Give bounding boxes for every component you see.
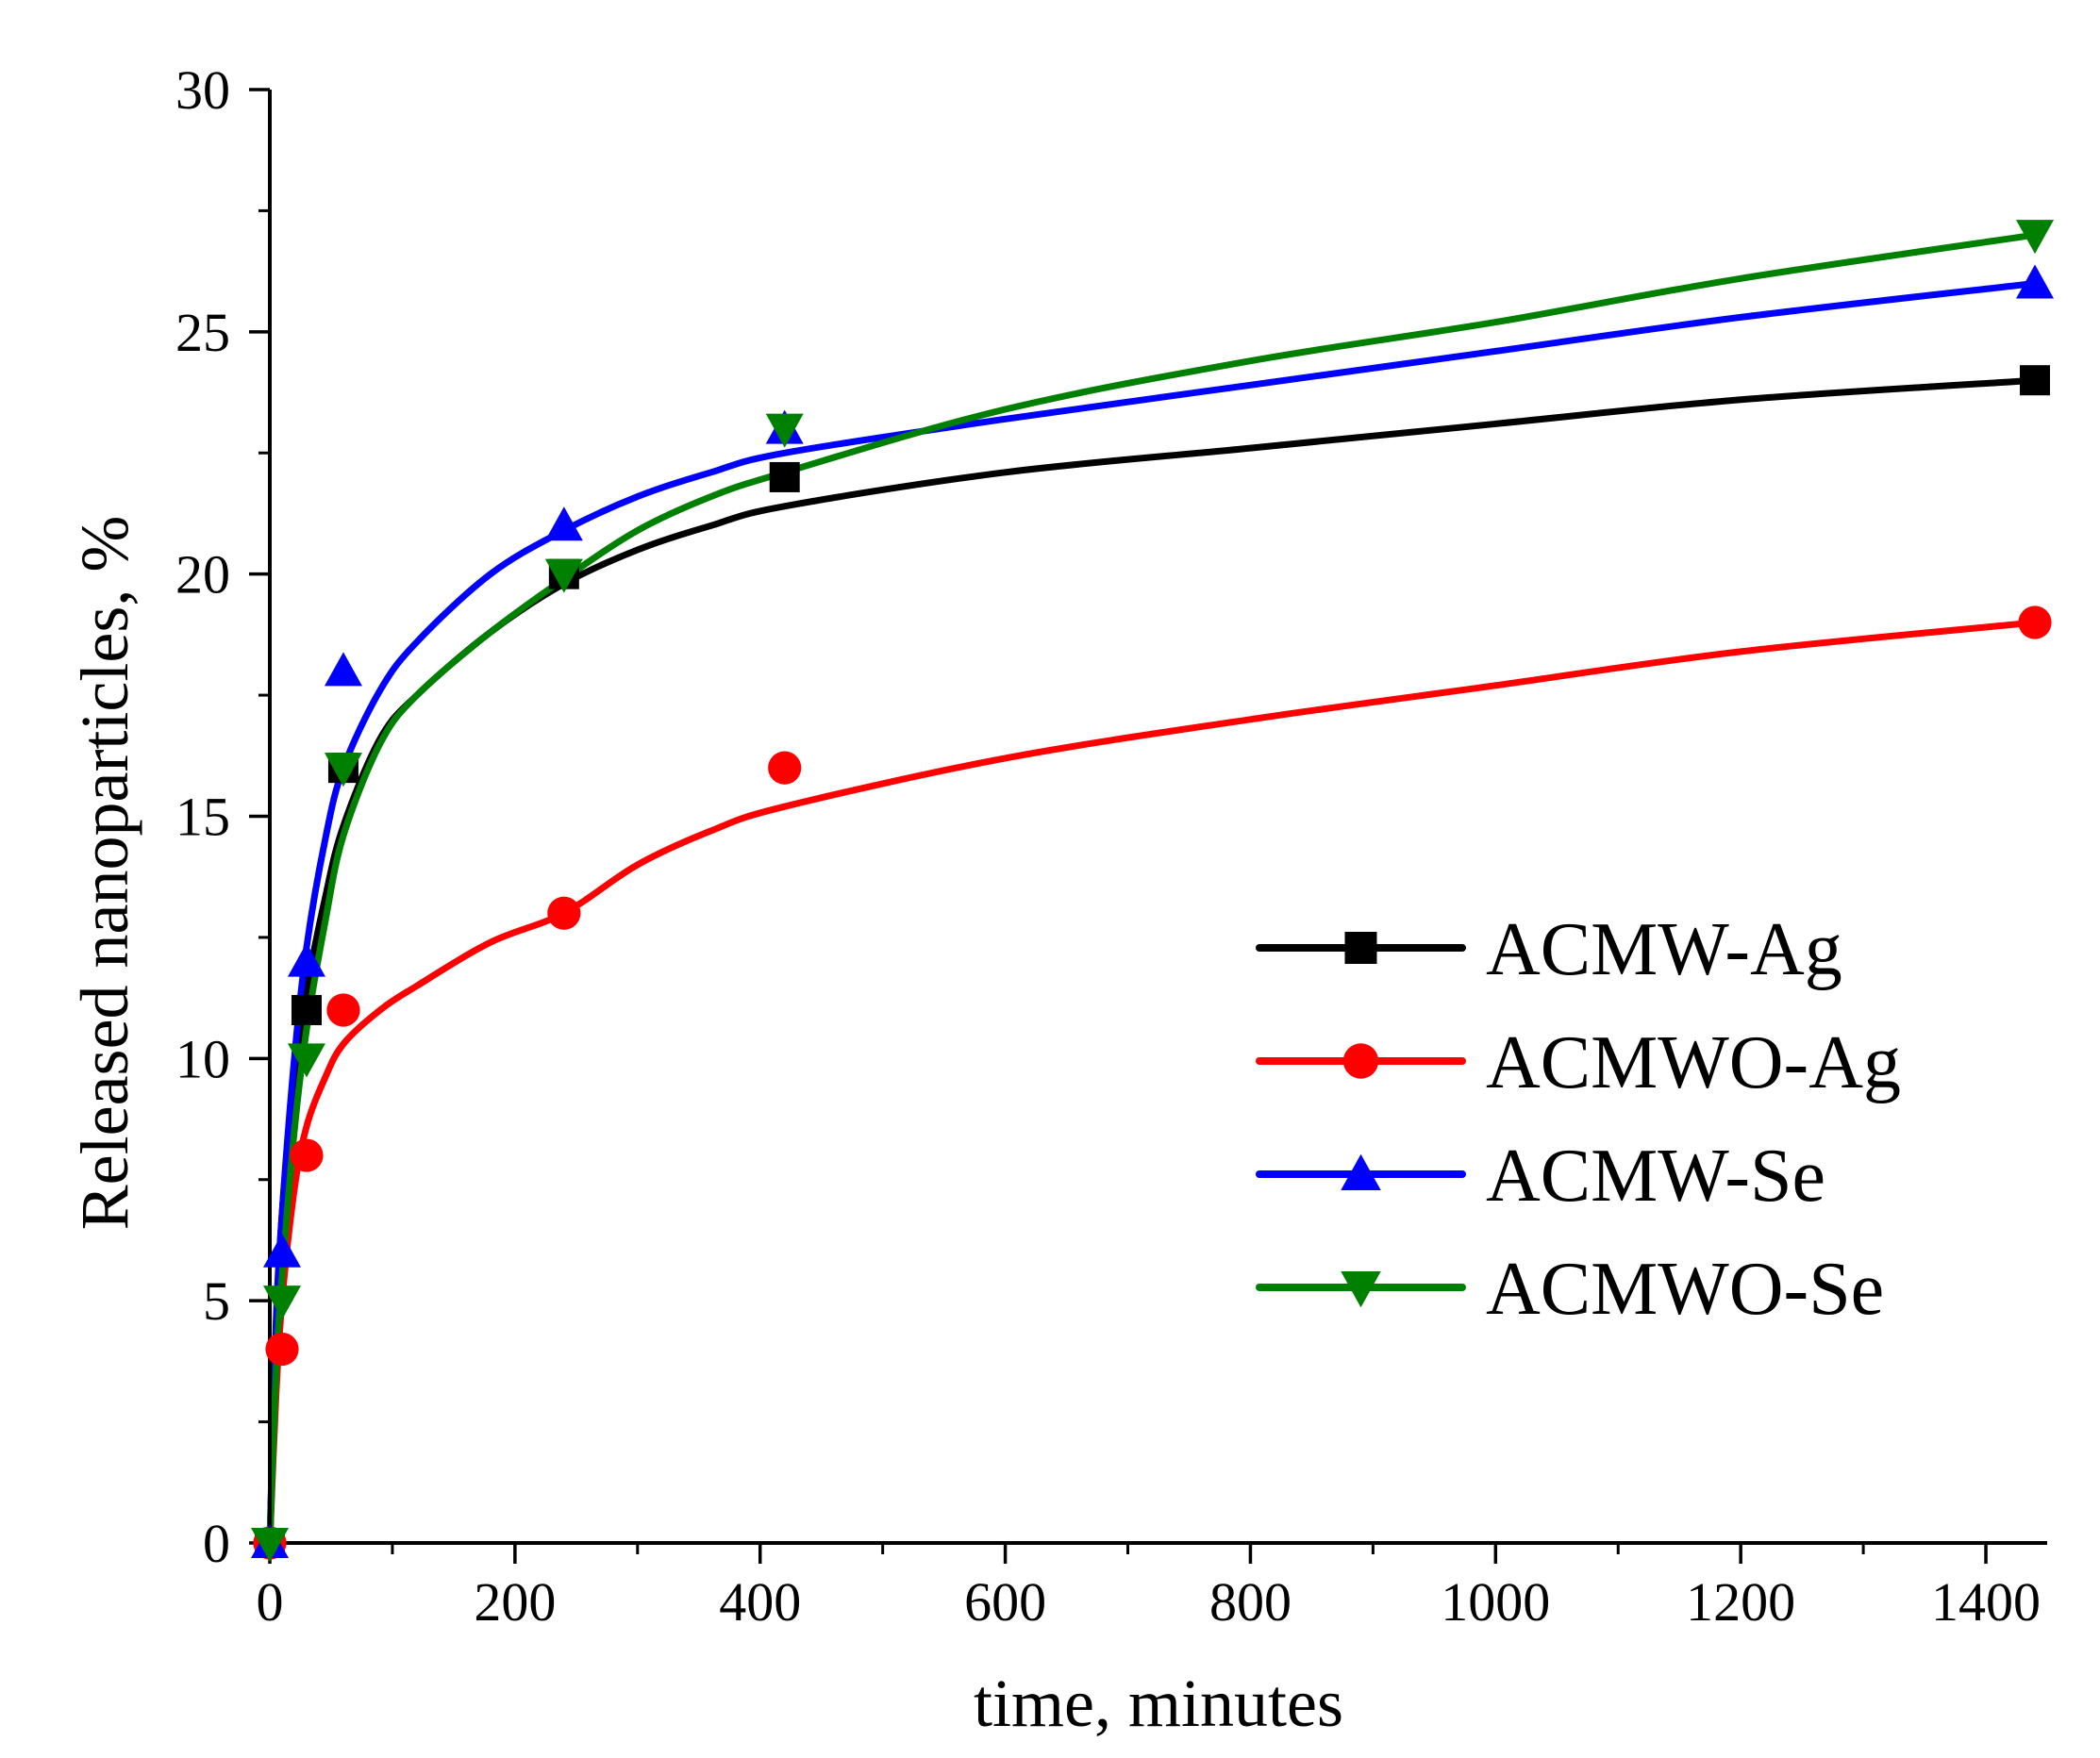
data-point-acmwo-ag bbox=[265, 1332, 299, 1367]
legend-label: ACMWO-Ag bbox=[1486, 1021, 1901, 1104]
x-tick-label: 1000 bbox=[1441, 1571, 1550, 1633]
fit-line-acmwo-ag bbox=[266, 619, 2039, 1547]
data-point-acmwo-se bbox=[765, 413, 804, 448]
y-axis-title: Released nanoparticles, % bbox=[67, 516, 142, 1231]
data-point-acmwo-se bbox=[2016, 220, 2055, 255]
legend-marker bbox=[1344, 932, 1377, 964]
fit-line-acmwo-se bbox=[266, 231, 2039, 1547]
legend-entry-acmw-se: ACMW-Se bbox=[1256, 1135, 1825, 1218]
data-point-acmw-ag bbox=[291, 994, 322, 1025]
data-point-acmw-se bbox=[262, 1233, 301, 1268]
axes: 0 200 400 600 800 1000 1200 1400 0 5 10 15 20 25 30 bbox=[175, 59, 2047, 1633]
data-point-acmw-ag bbox=[2020, 365, 2051, 396]
data-point-acmw-ag bbox=[769, 461, 800, 492]
x-tick-label: 0 bbox=[257, 1571, 284, 1633]
data-point-acmw-se bbox=[544, 506, 583, 541]
data-point-acmwo-se bbox=[287, 1043, 325, 1078]
y-tick-label: 15 bbox=[175, 787, 230, 848]
legend-marker bbox=[1341, 1153, 1381, 1190]
y-tick-label: 20 bbox=[175, 544, 230, 605]
x-tick-label: 400 bbox=[719, 1571, 801, 1633]
legend-label: ACMWO-Se bbox=[1486, 1248, 1884, 1331]
x-tick-label: 600 bbox=[964, 1571, 1046, 1633]
x-tick-label: 800 bbox=[1209, 1571, 1292, 1633]
y-tick-label: 10 bbox=[175, 1028, 230, 1089]
y-tick-label: 30 bbox=[175, 59, 230, 121]
legend-marker bbox=[1341, 1271, 1381, 1308]
legend-entry-acmw-ag: ACMW-Ag bbox=[1256, 908, 1842, 991]
data-point-acmwo-se bbox=[324, 753, 362, 788]
x-tick-label: 1200 bbox=[1686, 1571, 1795, 1633]
legend-marker bbox=[1342, 1043, 1379, 1079]
legend: ACMW-Ag ACMWO-Ag ACMW-Se ACMWO-Se bbox=[1256, 908, 1901, 1331]
y-tick-label: 0 bbox=[203, 1513, 230, 1574]
data-point-acmwo-ag bbox=[326, 993, 360, 1027]
x-tick-label: 200 bbox=[474, 1571, 556, 1633]
x-tick-label: 1400 bbox=[1931, 1571, 2041, 1633]
legend-entry-acmwo-se: ACMWO-Se bbox=[1256, 1248, 1884, 1331]
x-axis-title: time, minutes bbox=[974, 1666, 1343, 1741]
y-tick-label: 25 bbox=[175, 302, 230, 363]
data-point-acmwo-se bbox=[251, 1528, 289, 1562]
data-point-acmwo-ag bbox=[768, 751, 802, 785]
data-point-acmwo-se bbox=[262, 1285, 301, 1320]
data-point-acmw-se bbox=[324, 652, 362, 687]
data-point-acmwo-se bbox=[544, 558, 583, 593]
data-point-acmwo-ag bbox=[290, 1138, 324, 1172]
legend-entry-acmwo-ag: ACMWO-Ag bbox=[1256, 1021, 1901, 1104]
data-markers bbox=[251, 220, 2055, 1562]
data-point-acmwo-ag bbox=[2018, 605, 2052, 639]
legend-label: ACMW-Ag bbox=[1486, 908, 1842, 991]
data-point-acmw-se bbox=[287, 942, 325, 977]
data-point-acmwo-ag bbox=[547, 896, 581, 930]
y-tick-label: 5 bbox=[203, 1270, 230, 1332]
legend-label: ACMW-Se bbox=[1486, 1135, 1825, 1218]
data-point-acmw-se bbox=[2016, 264, 2055, 299]
fit-curves bbox=[266, 231, 2039, 1547]
